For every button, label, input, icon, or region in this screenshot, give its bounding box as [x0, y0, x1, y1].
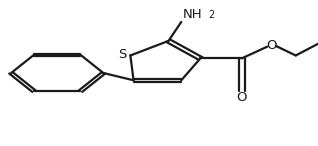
- Text: O: O: [236, 91, 247, 104]
- Text: O: O: [266, 39, 277, 52]
- Text: 2: 2: [208, 10, 215, 20]
- Text: NH: NH: [183, 8, 203, 21]
- Text: S: S: [118, 47, 127, 61]
